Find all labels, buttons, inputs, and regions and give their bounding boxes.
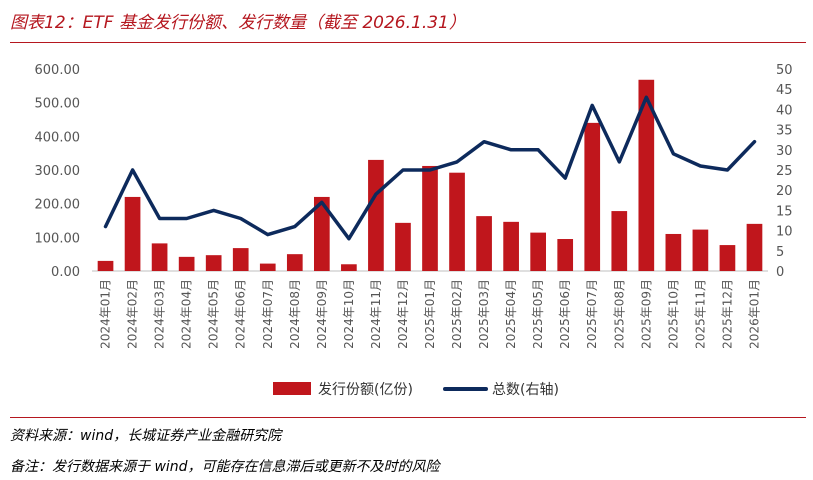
y-right-tick-label: 5 — [776, 245, 784, 260]
x-tick-label: 2024年05月 — [207, 279, 221, 349]
bar — [476, 216, 492, 271]
note-text: 备注：发行数据来源于 wind，可能存在信息滞后或更新不及时的风险 — [10, 459, 440, 475]
y-left-tick-label: 0.00 — [51, 265, 80, 280]
bar — [746, 223, 763, 271]
y-left-tick-label: 500.00 — [35, 97, 81, 112]
x-tick-label: 2025年08月 — [612, 279, 626, 349]
bar — [205, 255, 222, 271]
etf-issuance-chart: 0.00 100.00 200.00 300.00 400.00 500.00 600.00… — [35, 63, 793, 398]
y-right-tick-label: 50 — [776, 63, 793, 78]
x-tick-label: 2024年09月 — [315, 279, 329, 349]
y-right-tick-label: 0 — [776, 265, 784, 280]
chart-title: 图表12：ETF 基金发行份额、发行数量（截至 2026.1.31） — [10, 13, 466, 33]
title-divider — [10, 42, 806, 43]
x-tick-label: 2025年10月 — [666, 279, 680, 349]
x-tick-label: 2024年06月 — [234, 279, 248, 349]
bar — [286, 254, 303, 271]
bar — [557, 239, 574, 271]
x-tick-label: 2025年12月 — [720, 279, 734, 349]
x-tick-label: 2025年05月 — [531, 279, 545, 349]
bar — [530, 232, 547, 271]
y-right-tick-label: 35 — [776, 124, 793, 139]
bar — [449, 172, 465, 271]
y-left-tick-label: 300.00 — [35, 164, 81, 179]
y-left-tick-label: 200.00 — [35, 198, 81, 213]
bar — [584, 122, 601, 271]
bar — [611, 211, 628, 271]
y-right-tick-label: 40 — [776, 103, 793, 118]
x-tick-label: 2024年04月 — [180, 279, 194, 349]
bar — [341, 264, 357, 271]
x-tick-label: 2025年03月 — [477, 279, 491, 349]
bar — [124, 196, 141, 271]
bar — [503, 221, 519, 271]
bar — [395, 222, 411, 271]
bar — [422, 165, 438, 271]
x-tick-label: 2025年02月 — [450, 279, 464, 349]
bar — [368, 159, 384, 271]
x-tick-label: 2025年11月 — [693, 279, 707, 349]
x-tick-label: 2025年09月 — [639, 279, 653, 349]
bar — [259, 263, 276, 271]
x-tick-label: 2025年07月 — [585, 279, 599, 349]
x-tick-label: 2024年02月 — [126, 279, 140, 349]
x-tick-label: 2024年10月 — [342, 279, 356, 349]
source-text: 资料来源：wind，长城证券产业金融研究院 — [10, 428, 282, 444]
bar — [313, 196, 330, 271]
x-tick-label: 2025年04月 — [504, 279, 518, 349]
bar — [665, 233, 682, 271]
y-right-tick-label: 45 — [776, 83, 793, 98]
x-tick-label: 2024年12月 — [396, 279, 410, 349]
bar — [232, 248, 249, 271]
y-right-tick-label: 30 — [776, 144, 793, 159]
y-right-tick-label: 10 — [776, 225, 793, 240]
bar — [692, 229, 709, 271]
y-right-tick-label: 15 — [776, 204, 793, 219]
x-tick-label: 2025年01月 — [423, 279, 437, 349]
x-tick-label: 2026年01月 — [747, 279, 761, 349]
bar — [638, 79, 655, 271]
x-tick-label: 2024年08月 — [288, 279, 302, 349]
x-tick-label: 2024年07月 — [261, 279, 275, 349]
x-tick-label: 2024年01月 — [99, 279, 113, 349]
y-right-tick-label: 20 — [776, 184, 793, 199]
bar — [719, 245, 736, 271]
legend-label-line: 总数(右轴) — [492, 382, 559, 398]
x-tick-label: 2024年03月 — [153, 279, 167, 349]
legend-label-bar: 发行份额(亿份) — [318, 382, 413, 398]
y-left-tick-label: 600.00 — [35, 63, 81, 78]
legend-swatch-bar — [273, 382, 311, 395]
bar — [151, 243, 168, 271]
x-tick-label: 2025年06月 — [558, 279, 572, 349]
footer-divider — [10, 417, 806, 418]
y-right-tick-label: 25 — [776, 164, 793, 179]
bar — [178, 256, 195, 271]
x-tick-label: 2024年11月 — [369, 279, 383, 349]
y-left-tick-label: 100.00 — [35, 231, 81, 246]
bar — [97, 260, 114, 271]
y-left-tick-label: 400.00 — [35, 130, 81, 145]
